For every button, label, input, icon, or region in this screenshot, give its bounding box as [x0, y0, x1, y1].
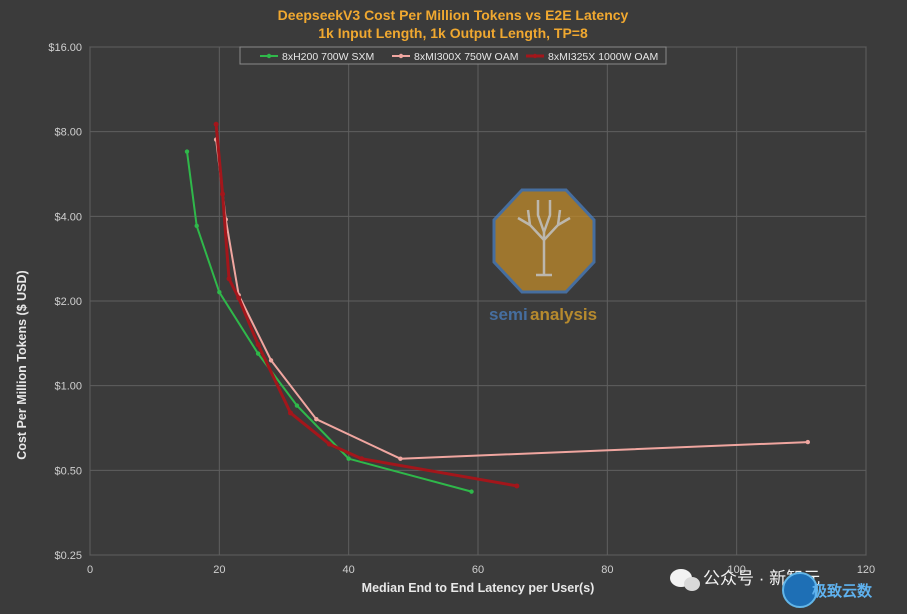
- x-tick-label: 80: [601, 564, 613, 576]
- data-point-0-2: [217, 289, 222, 295]
- badge-text: 极致云数: [812, 582, 873, 600]
- watermark-tree-icon: [517, 200, 571, 277]
- series-lines: [184, 121, 810, 494]
- x-axis-label: Median End to End Latency per User(s): [362, 581, 595, 595]
- data-point-2-1: [220, 191, 226, 197]
- social-overlay: 公众号 · 新智元 极致云数: [670, 569, 873, 608]
- y-axis-label: Cost Per Million Tokens ($ USD): [15, 270, 29, 459]
- chart-title: DeepseekV3 Cost Per Million Tokens vs E2…: [278, 7, 629, 23]
- y-tick-label: $0.25: [54, 550, 82, 562]
- watermark-text-analysis: analysis: [530, 305, 597, 324]
- data-point-2-2: [226, 276, 232, 282]
- x-tick-label: 20: [213, 564, 225, 576]
- data-point-0-5: [346, 456, 351, 461]
- legend-label-1: 8xMI300X 750W OAM: [414, 51, 518, 63]
- x-tick-label: 100: [727, 564, 745, 576]
- globe-badge-icon: [782, 572, 818, 608]
- legend-marker-0: [266, 53, 272, 59]
- data-point-1-6: [805, 439, 810, 445]
- data-point-0-0: [184, 149, 190, 154]
- gridlines: [89, 46, 867, 556]
- data-point-2-0: [213, 121, 219, 127]
- y-tick-label: $8.00: [54, 127, 82, 139]
- x-tick-label: 0: [87, 564, 93, 576]
- data-point-2-3: [236, 295, 242, 301]
- data-point-0-1: [194, 223, 199, 229]
- legend-marker-2: [532, 53, 538, 59]
- legend-box: [239, 46, 667, 65]
- legend-label-0: 8xH200 700W SXM: [282, 51, 374, 63]
- legend-marker-1: [398, 53, 404, 59]
- y-tick-label: $4.00: [54, 211, 82, 223]
- x-tick-label: 120: [857, 564, 875, 576]
- data-point-1-5: [398, 456, 403, 461]
- watermark-text-semi: semi: [489, 305, 528, 324]
- y-tick-label: $1.00: [54, 381, 82, 393]
- x-tick-label: 40: [343, 564, 355, 576]
- data-point-0-4: [294, 403, 300, 408]
- legend: 8xH200 700W SXM 8xMI300X 750W OAM 8xMI325X…: [239, 46, 667, 65]
- y-tick-label: $16.00: [48, 42, 82, 54]
- data-point-2-8: [514, 483, 520, 489]
- data-point-2-6: [326, 441, 332, 447]
- data-point-0-6: [469, 489, 474, 494]
- x-tick-labels: 0 20 40 60 80 100 120: [87, 564, 875, 576]
- data-point-2-5: [287, 410, 293, 416]
- y-tick-label: $0.50: [54, 465, 82, 477]
- data-point-0-3: [255, 351, 261, 356]
- legend-label-2: 8xMI325X 1000W OAM: [548, 51, 658, 63]
- data-point-2-7: [359, 456, 365, 462]
- semianalysis-watermark: semi analysis: [489, 188, 597, 324]
- y-tick-label: $2.00: [54, 296, 82, 308]
- x-tick-label: 60: [472, 564, 484, 576]
- wechat-icon-small: [684, 577, 700, 591]
- y-tick-labels: $0.25 $0.50 $1.00 $2.00 $4.00 $8.00 $16.00: [48, 42, 82, 562]
- chart-subtitle: 1k Input Length, 1k Output Length, TP=8: [318, 25, 588, 41]
- data-point-2-4: [255, 342, 261, 348]
- data-point-1-3: [268, 358, 274, 363]
- data-point-1-4: [314, 416, 319, 422]
